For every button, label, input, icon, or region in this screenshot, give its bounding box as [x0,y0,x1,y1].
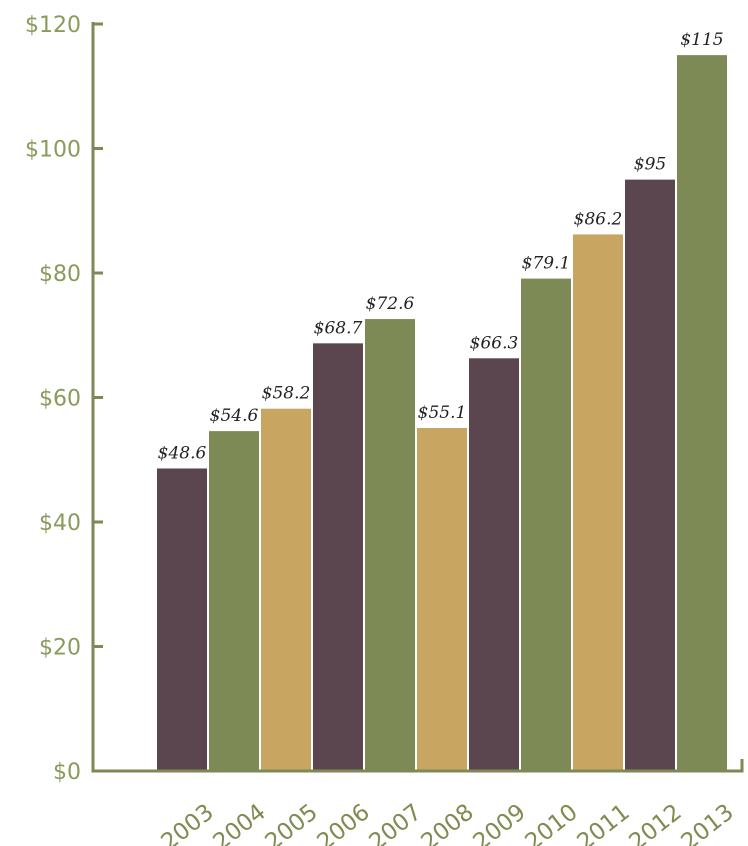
bar-2011 [573,234,623,771]
data-label: $54.6 [210,406,259,426]
bar-2012 [625,179,675,771]
x-axis-ticks: 2003200420052006200720082009201020112012… [157,799,739,846]
x-tick-label: 2003 [157,799,219,846]
data-label: $72.6 [366,294,415,314]
data-labels: $48.6$54.6$58.2 $68.7$72.6 $55.1 $66.3 $79.1… [158,30,724,463]
data-label: $66.3 [470,333,519,353]
data-label: $115 [680,30,723,50]
y-tick-label: $80 [39,262,81,287]
axes [91,22,744,773]
x-tick-label: 2013 [677,799,739,846]
data-label: $58.2 [262,384,311,404]
bar-2003 [157,468,207,771]
y-tick-label: $120 [25,13,81,38]
bar-2004 [209,431,259,771]
x-tick-label: 2007 [365,799,427,846]
x-tick-label: 2012 [625,799,687,846]
y-tick-label: $0 [53,760,81,785]
bars [157,55,727,771]
x-tick-label: 2004 [209,799,271,846]
x-tick-label: 2009 [469,799,531,846]
x-tick-label: 2010 [521,799,583,846]
bar-2010 [521,278,571,771]
bar-2013 [677,55,727,771]
y-tick-label: $100 [25,138,81,163]
data-label: $55.1 [418,403,467,423]
data-label: $79.1 [522,254,571,274]
data-label: $48.6 [158,443,207,463]
bar-2007 [365,319,415,771]
y-tick-label: $20 [39,636,81,661]
x-tick-label: 2008 [417,799,479,846]
bar-2005 [261,408,311,771]
x-tick-label: 2005 [261,799,323,846]
x-tick-label: 2011 [573,799,635,846]
x-tick-label: 2006 [313,799,375,846]
bar-2006 [313,343,363,771]
y-tick-label: $60 [39,387,81,412]
bar-2009 [469,358,519,771]
y-axis-ticks: $0 $20 $40 $60 $80 $100 $120 [25,13,103,785]
data-label: $86.2 [574,209,623,229]
data-label: $68.7 [314,318,363,338]
y-tick-label: $40 [39,511,81,536]
data-label: $95 [634,155,666,175]
bar-2008 [417,428,467,771]
